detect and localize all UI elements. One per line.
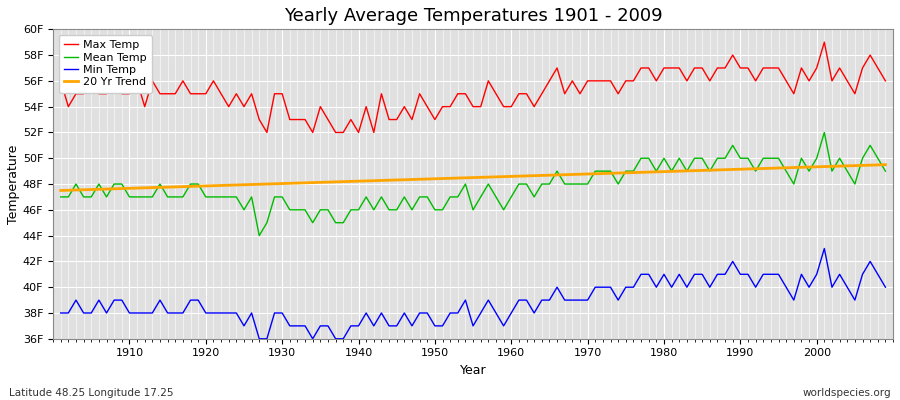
20 Yr Trend [284, 181, 295, 186]
Max Temp [338, 130, 348, 135]
Max Temp [292, 117, 302, 122]
20 Yr Trend [598, 171, 608, 176]
Line: Mean Temp: Mean Temp [60, 132, 886, 236]
Max Temp [262, 130, 273, 135]
Line: 20 Yr Trend: 20 Yr Trend [60, 165, 886, 190]
Max Temp [116, 91, 127, 96]
Min Temp [338, 336, 348, 341]
Min Temp [880, 285, 891, 290]
Max Temp [880, 78, 891, 83]
20 Yr Trend [55, 188, 66, 193]
Mean Temp [55, 194, 66, 199]
Title: Yearly Average Temperatures 1901 - 2009: Yearly Average Temperatures 1901 - 2009 [284, 7, 662, 25]
20 Yr Trend [499, 174, 509, 179]
Mean Temp [292, 208, 302, 212]
Mean Temp [514, 182, 525, 186]
Min Temp [506, 310, 517, 315]
Max Temp [55, 78, 66, 83]
Min Temp [514, 298, 525, 302]
Mean Temp [819, 130, 830, 135]
X-axis label: Year: Year [460, 364, 486, 377]
Mean Temp [254, 233, 265, 238]
Text: Latitude 48.25 Longitude 17.25: Latitude 48.25 Longitude 17.25 [9, 388, 174, 398]
Min Temp [605, 285, 616, 290]
Min Temp [254, 336, 265, 341]
20 Yr Trend [506, 174, 517, 179]
Mean Temp [880, 169, 891, 174]
Text: worldspecies.org: worldspecies.org [803, 388, 891, 398]
Line: Min Temp: Min Temp [60, 248, 886, 339]
Max Temp [506, 104, 517, 109]
20 Yr Trend [880, 162, 891, 167]
Min Temp [116, 298, 127, 302]
Legend: Max Temp, Mean Temp, Min Temp, 20 Yr Trend: Max Temp, Mean Temp, Min Temp, 20 Yr Tre… [58, 35, 152, 93]
20 Yr Trend [116, 186, 127, 191]
Mean Temp [338, 220, 348, 225]
Max Temp [605, 78, 616, 83]
Mean Temp [506, 194, 517, 199]
Max Temp [819, 40, 830, 44]
Mean Temp [116, 182, 127, 186]
Max Temp [514, 91, 525, 96]
Mean Temp [605, 169, 616, 174]
Min Temp [819, 246, 830, 251]
Line: Max Temp: Max Temp [60, 42, 886, 132]
20 Yr Trend [330, 180, 341, 184]
Min Temp [292, 324, 302, 328]
Min Temp [55, 310, 66, 315]
Y-axis label: Temperature: Temperature [7, 144, 20, 224]
